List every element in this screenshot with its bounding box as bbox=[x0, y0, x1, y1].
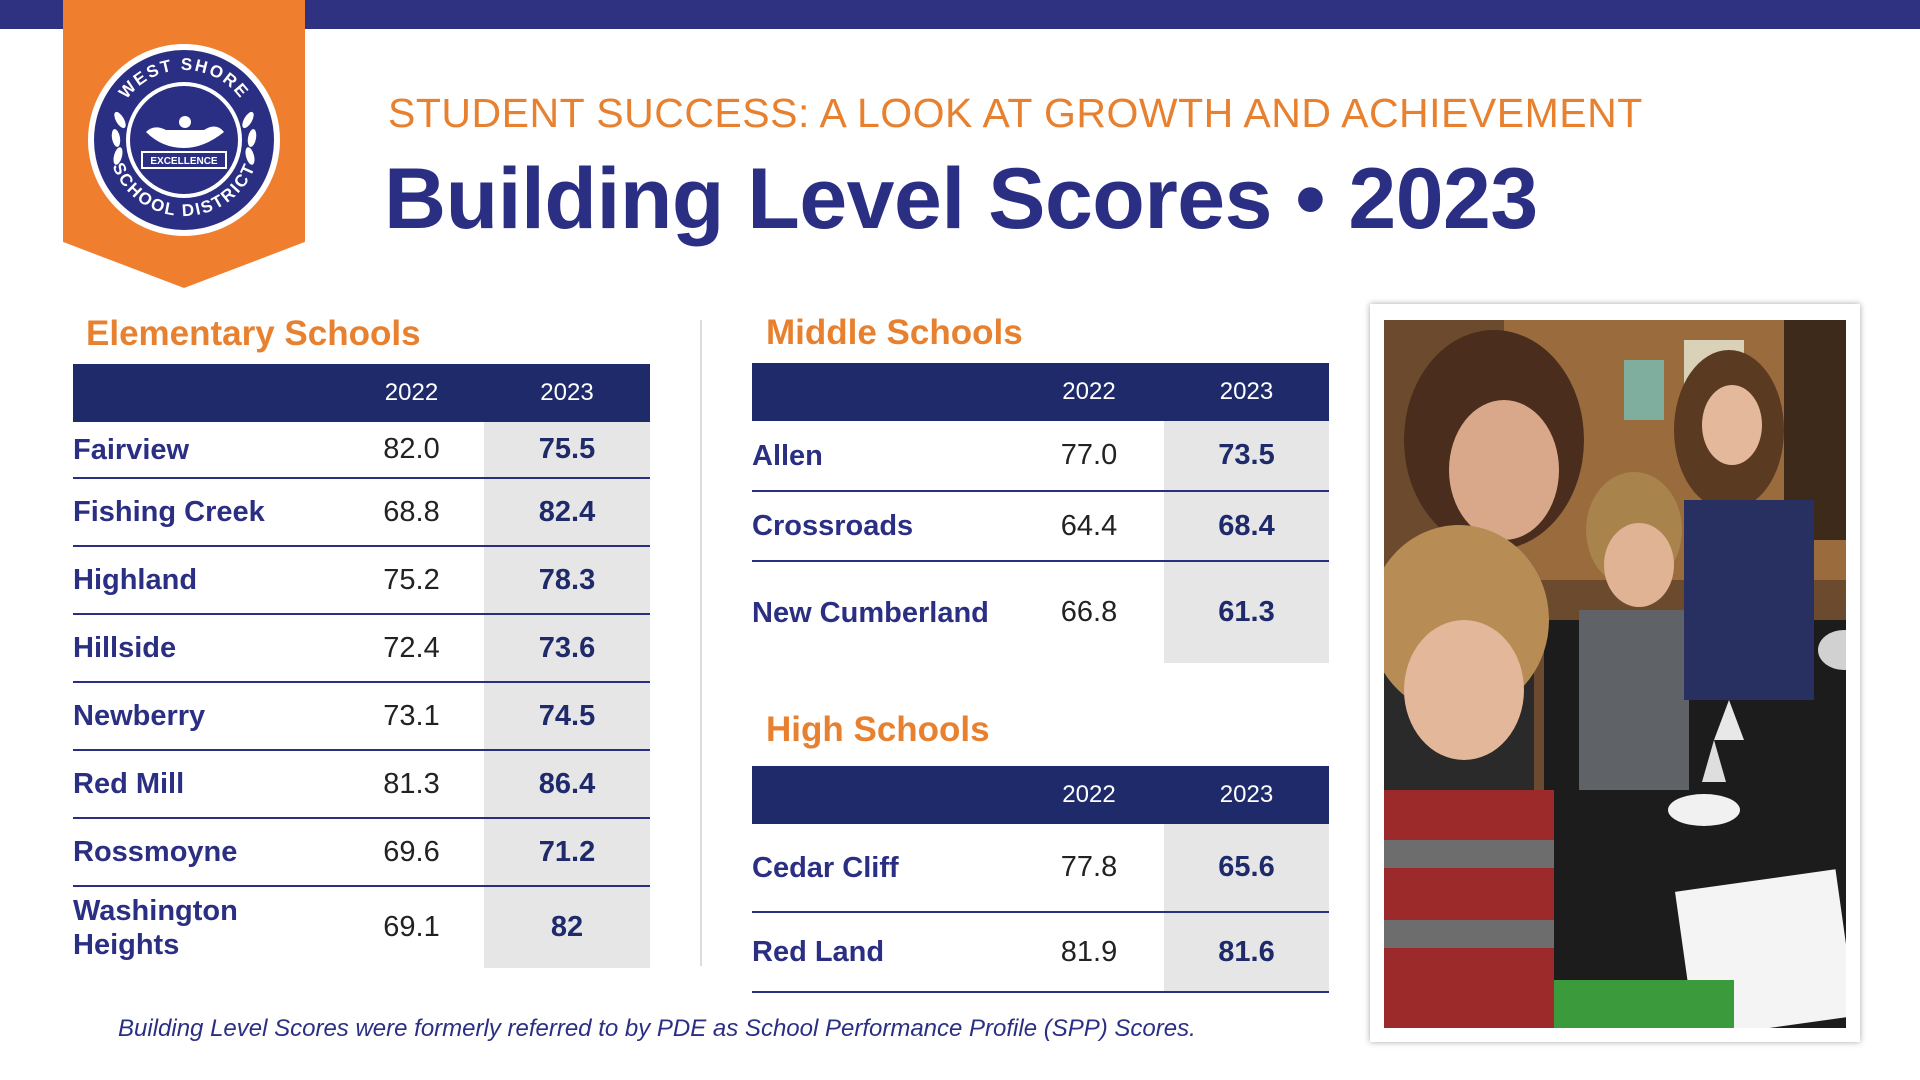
high-heading: High Schools bbox=[766, 710, 990, 749]
footnote: Building Level Scores were formerly refe… bbox=[118, 1015, 1196, 1042]
header-blank-cell bbox=[752, 766, 1014, 824]
table-row: Hillside 72.4 73.6 bbox=[73, 614, 650, 683]
school-name-cell: Red Land bbox=[752, 912, 1014, 993]
table-row: Red Land 81.9 81.6 bbox=[752, 912, 1329, 993]
school-name-cell: Newberry bbox=[73, 682, 339, 751]
school-name-cell: Washington Heights bbox=[73, 894, 238, 961]
score-2023-cell: 86.4 bbox=[484, 750, 650, 819]
column-header-2023: 2023 bbox=[1164, 363, 1329, 421]
score-2023-cell: 61.3 bbox=[1164, 561, 1329, 663]
column-header-2022: 2022 bbox=[339, 364, 484, 422]
header-blank-cell bbox=[73, 364, 339, 422]
score-2023-cell: 73.6 bbox=[484, 614, 650, 683]
score-2022-cell: 81.3 bbox=[339, 750, 484, 819]
school-name-cell: Cedar Cliff bbox=[752, 824, 1014, 913]
top-accent-bar bbox=[0, 0, 1920, 29]
header-blank-cell bbox=[752, 363, 1014, 421]
score-2022-cell: 75.2 bbox=[339, 546, 484, 615]
school-name-cell: Fishing Creek bbox=[73, 478, 339, 547]
table-row: Crossroads 64.4 68.4 bbox=[752, 491, 1329, 562]
school-name-cell: Hillside bbox=[73, 614, 339, 683]
score-2022-cell: 82.0 bbox=[339, 422, 484, 479]
table-row: New Cumberland 66.8 61.3 bbox=[752, 561, 1329, 663]
table-row: Allen 77.0 73.5 bbox=[752, 421, 1329, 492]
table-row: Fishing Creek 68.8 82.4 bbox=[73, 478, 650, 547]
table-row: Fairview 82.0 75.5 bbox=[73, 422, 650, 479]
score-2023-cell: 82.4 bbox=[484, 478, 650, 547]
school-name-cell: Allen bbox=[752, 421, 1014, 492]
score-2023-cell: 71.2 bbox=[484, 818, 650, 887]
score-2023-cell: 65.6 bbox=[1164, 824, 1329, 913]
high-scores-table: 2022 2023 Cedar Cliff 77.8 65.6 Red Land 81.… bbox=[752, 766, 1329, 993]
score-2022-cell: 77.8 bbox=[1014, 824, 1164, 913]
score-2023-cell: 78.3 bbox=[484, 546, 650, 615]
school-name-cell: Crossroads bbox=[752, 491, 1014, 562]
classroom-photo bbox=[1384, 320, 1846, 1028]
score-2022-cell: 68.8 bbox=[339, 478, 484, 547]
page-title: Building Level Scores • 2023 bbox=[384, 151, 1538, 247]
middle-heading: Middle Schools bbox=[766, 313, 1023, 352]
school-name-cell: New Cumberland bbox=[752, 596, 989, 629]
score-2023-cell: 73.5 bbox=[1164, 421, 1329, 492]
score-2023-cell: 81.6 bbox=[1164, 912, 1329, 993]
school-name-cell: Rossmoyne bbox=[73, 818, 339, 887]
score-2023-cell: 68.4 bbox=[1164, 491, 1329, 562]
column-header-2022: 2022 bbox=[1014, 766, 1164, 824]
school-name-cell: Red Mill bbox=[73, 750, 339, 819]
school-name-cell: Highland bbox=[73, 546, 339, 615]
column-header-2022: 2022 bbox=[1014, 363, 1164, 421]
page-subtitle: STUDENT SUCCESS: A LOOK AT GROWTH AND AC… bbox=[388, 90, 1643, 136]
column-divider bbox=[700, 320, 702, 966]
middle-scores-table: 2022 2023 Allen 77.0 73.5 Crossroads 64.4 68.… bbox=[752, 363, 1329, 663]
score-2022-cell: 66.8 bbox=[1060, 596, 1118, 628]
score-2022-cell: 69.6 bbox=[339, 818, 484, 887]
table-row: Washington Heights 69.1 82 bbox=[73, 886, 650, 968]
score-2023-cell: 75.5 bbox=[484, 422, 650, 479]
district-logo: WEST SHORE SCHOOL DISTRICT EXCELLENCE bbox=[88, 44, 280, 236]
table-row: Newberry 73.1 74.5 bbox=[73, 682, 650, 751]
score-2022-cell: 69.1 bbox=[383, 911, 440, 943]
score-2022-cell: 77.0 bbox=[1014, 421, 1164, 492]
table-row: Red Mill 81.3 86.4 bbox=[73, 750, 650, 819]
table-row: Highland 75.2 78.3 bbox=[73, 546, 650, 615]
score-2022-cell: 81.9 bbox=[1014, 912, 1164, 993]
laurel-icon bbox=[111, 111, 257, 165]
logo-motto: EXCELLENCE bbox=[150, 156, 218, 167]
lamp-icon bbox=[146, 116, 224, 148]
score-2022-cell: 73.1 bbox=[339, 682, 484, 751]
column-header-2023: 2023 bbox=[484, 364, 650, 422]
elementary-scores-table: 2022 2023 Fairview 82.0 75.5 Fishing Creek 6… bbox=[73, 364, 650, 968]
column-header-2023: 2023 bbox=[1164, 766, 1329, 824]
school-name-cell: Fairview bbox=[73, 422, 339, 479]
score-2022-cell: 64.4 bbox=[1014, 491, 1164, 562]
classroom-photo-frame bbox=[1370, 304, 1860, 1042]
elementary-heading: Elementary Schools bbox=[86, 314, 421, 353]
score-2023-cell: 82 bbox=[484, 886, 650, 968]
table-row: Cedar Cliff 77.8 65.6 bbox=[752, 824, 1329, 913]
score-2022-cell: 72.4 bbox=[339, 614, 484, 683]
table-row: Rossmoyne 69.6 71.2 bbox=[73, 818, 650, 887]
score-2023-cell: 74.5 bbox=[484, 682, 650, 751]
